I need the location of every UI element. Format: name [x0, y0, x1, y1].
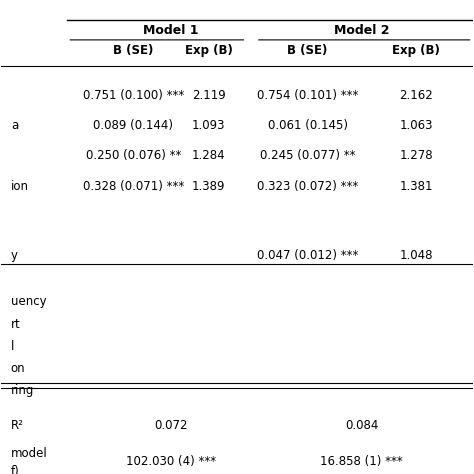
- Text: 1.381: 1.381: [399, 180, 433, 193]
- Text: y: y: [11, 249, 18, 262]
- Text: f): f): [11, 465, 19, 474]
- Text: 16.858 (1) ***: 16.858 (1) ***: [320, 456, 403, 468]
- Text: 1.389: 1.389: [192, 180, 226, 193]
- Text: 0.328 (0.071) ***: 0.328 (0.071) ***: [82, 180, 184, 193]
- Text: 0.084: 0.084: [345, 419, 379, 432]
- Text: Exp (B): Exp (B): [185, 44, 233, 57]
- Text: 0.089 (0.144): 0.089 (0.144): [93, 119, 173, 132]
- Text: 1.048: 1.048: [399, 249, 433, 262]
- Text: a: a: [11, 119, 18, 132]
- Text: 2.119: 2.119: [192, 89, 226, 101]
- Text: R²: R²: [11, 419, 24, 432]
- Text: 0.754 (0.101) ***: 0.754 (0.101) ***: [257, 89, 358, 101]
- Text: 1.093: 1.093: [192, 119, 226, 132]
- Text: 102.030 (4) ***: 102.030 (4) ***: [126, 456, 216, 468]
- Text: model: model: [11, 447, 47, 460]
- Text: ion: ion: [11, 180, 29, 193]
- Text: 1.284: 1.284: [192, 149, 226, 162]
- Text: 0.047 (0.012) ***: 0.047 (0.012) ***: [257, 249, 358, 262]
- Text: 2.162: 2.162: [399, 89, 433, 101]
- Text: 1.278: 1.278: [399, 149, 433, 162]
- Text: B (SE): B (SE): [113, 44, 154, 57]
- Text: rt: rt: [11, 318, 20, 330]
- Text: Model 1: Model 1: [143, 24, 199, 36]
- Text: 0.323 (0.072) ***: 0.323 (0.072) ***: [257, 180, 358, 193]
- Text: Model 2: Model 2: [334, 24, 390, 36]
- Text: 1.063: 1.063: [399, 119, 433, 132]
- Text: Exp (B): Exp (B): [392, 44, 440, 57]
- Text: B (SE): B (SE): [288, 44, 328, 57]
- Text: 0.245 (0.077) **: 0.245 (0.077) **: [260, 149, 356, 162]
- Text: 0.250 (0.076) **: 0.250 (0.076) **: [86, 149, 181, 162]
- Text: l: l: [11, 340, 14, 353]
- Text: 0.072: 0.072: [154, 419, 188, 432]
- Text: 0.061 (0.145): 0.061 (0.145): [268, 119, 348, 132]
- Text: 0.751 (0.100) ***: 0.751 (0.100) ***: [82, 89, 184, 101]
- Text: ring: ring: [11, 384, 34, 397]
- Text: uency: uency: [11, 295, 46, 308]
- Text: on: on: [11, 362, 26, 375]
